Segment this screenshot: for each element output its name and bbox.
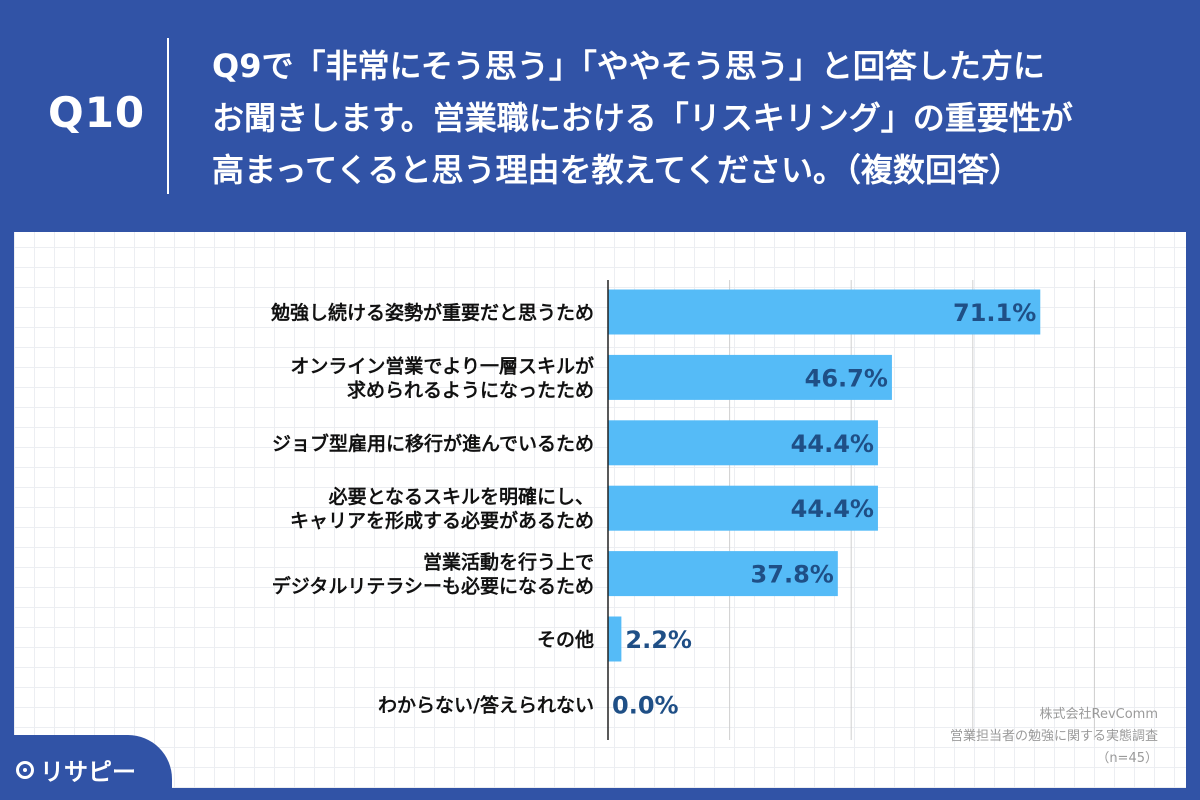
data-label: 44.4% (791, 430, 874, 458)
location-pin-icon (16, 760, 34, 779)
data-label: 2.2% (625, 626, 692, 654)
category-label: キャリアを形成する必要があるため (290, 509, 594, 532)
source-note: 株式会社RevComm 営業担当者の勉強に関する実態調査 （n=45） (950, 704, 1158, 770)
question-text: Q9で「非常にそう思う」「ややそう思う」と回答した方に お聞きします。営業職にお… (212, 40, 1172, 196)
data-label: 0.0% (612, 691, 679, 719)
logo-text: リサピー (40, 758, 136, 786)
category-label: その他 (537, 628, 594, 651)
source-sample: （n=45） (1096, 751, 1158, 766)
bar (608, 420, 878, 466)
data-label: 71.1% (953, 299, 1036, 327)
bar (608, 354, 892, 400)
data-label: 46.7% (805, 364, 888, 392)
category-label: 勉強し続ける姿勢が重要だと思うため (270, 301, 594, 324)
bar-chart: 71.1% 勉強し続ける姿勢が重要だと思うため 46.7% オンライン営業でより一層ス… (270, 280, 1095, 740)
question-line: Q9で「非常にそう思う」「ややそう思う」と回答した方に (212, 47, 1045, 85)
source-company: 株式会社RevComm (1039, 707, 1159, 722)
bar (608, 485, 878, 531)
source-survey: 営業担当者の勉強に関する実態調査 (949, 729, 1158, 744)
category-label: デジタルリテラシーも必要になるため (272, 575, 594, 598)
category-label: わからない/答えられない (378, 693, 594, 716)
data-label: 44.4% (791, 495, 874, 523)
category-label: 求められるようになったため (347, 378, 594, 401)
header: Q10 Q9で「非常にそう思う」「ややそう思う」と回答した方に お聞きします。営… (0, 0, 1200, 230)
bar (608, 551, 838, 597)
question-number: Q10 (48, 88, 146, 137)
question-line: お聞きします。営業職における「リスキリング」の重要性が (212, 99, 1073, 137)
category-label: 営業活動を行う上で (423, 551, 594, 574)
brand-logo: リサピー (16, 752, 136, 787)
category-label: 必要となるスキルを明確にし、 (328, 485, 594, 508)
category-label: オンライン営業でより一層スキルが (290, 354, 594, 377)
header-divider (167, 38, 169, 194)
category-label: ジョブ型雇用に移行が進んでいるため (272, 432, 594, 455)
question-line: 高まってくると思う理由を教えてください。（複数回答） (212, 151, 1021, 189)
bar (608, 616, 622, 662)
data-label: 37.8% (751, 561, 834, 589)
bar (608, 289, 1041, 335)
chart-panel: 71.1% 勉強し続ける姿勢が重要だと思うため 46.7% オンライン営業でより一層ス… (14, 232, 1186, 788)
